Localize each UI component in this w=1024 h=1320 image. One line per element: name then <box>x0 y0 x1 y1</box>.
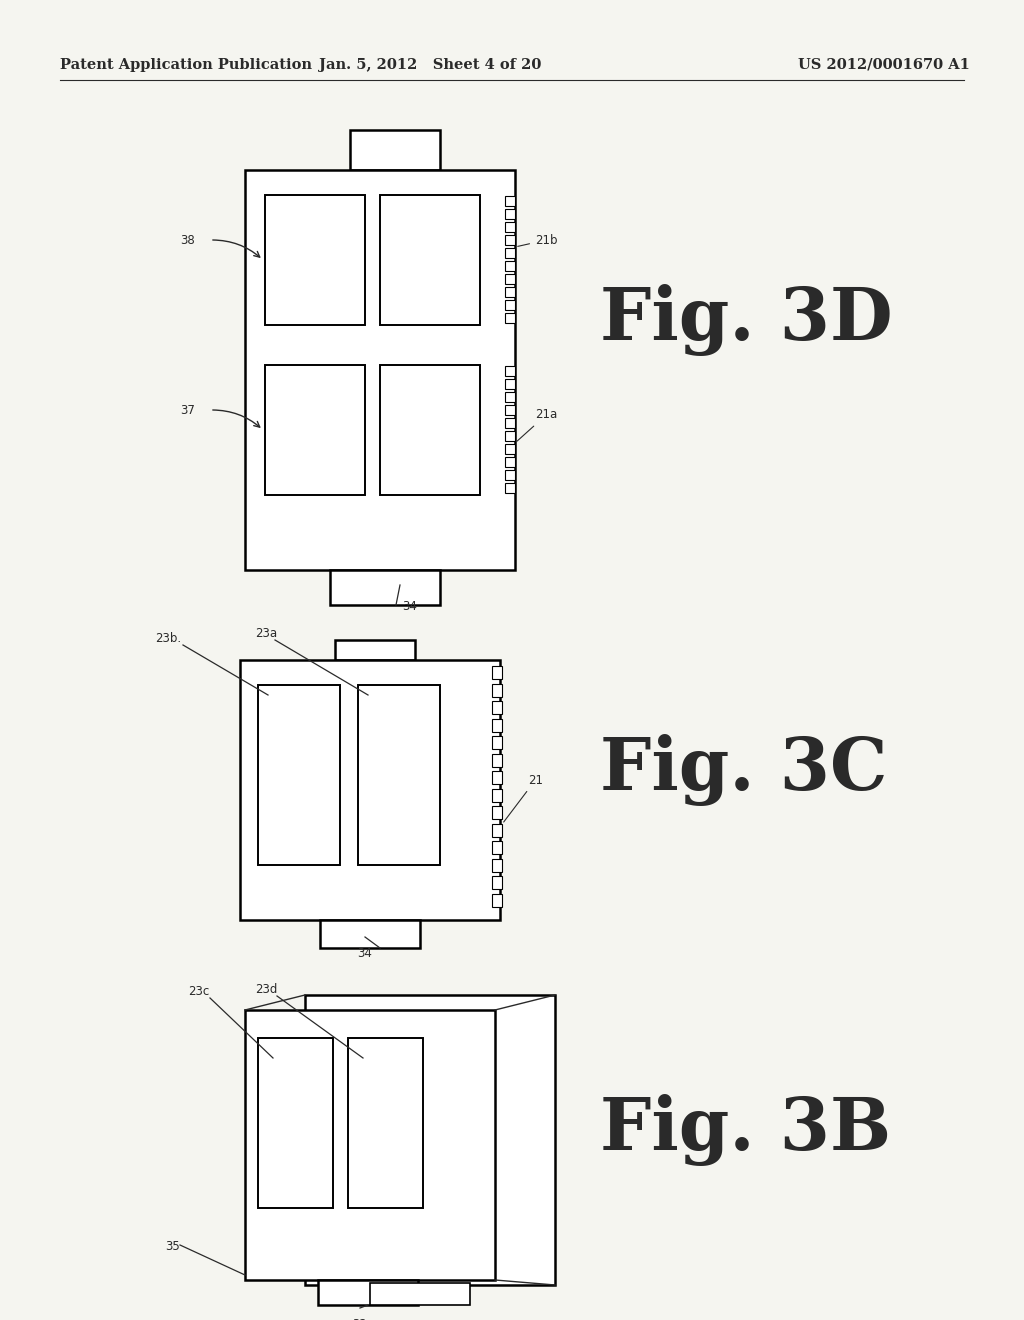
Bar <box>505 405 515 414</box>
Text: 23c: 23c <box>188 985 209 998</box>
Text: 21b: 21b <box>518 234 557 247</box>
Bar <box>505 470 515 479</box>
Bar <box>492 701 502 714</box>
Bar <box>492 718 502 731</box>
Bar <box>505 483 515 492</box>
Bar <box>505 261 515 271</box>
Bar <box>492 824 502 837</box>
Bar <box>305 995 555 1284</box>
Text: Fig. 3B: Fig. 3B <box>600 1094 891 1166</box>
Text: 23b.: 23b. <box>155 632 181 645</box>
Bar <box>258 1038 333 1208</box>
Bar <box>505 418 515 428</box>
Bar <box>505 222 515 232</box>
Bar <box>505 286 515 297</box>
Bar <box>505 235 515 244</box>
Bar <box>492 841 502 854</box>
Bar <box>492 737 502 750</box>
Bar <box>319 920 420 948</box>
Bar <box>492 876 502 890</box>
Text: 37: 37 <box>180 404 195 417</box>
Bar <box>492 894 502 907</box>
Text: 34: 34 <box>402 601 418 612</box>
Text: 23d: 23d <box>255 983 278 997</box>
Bar <box>492 771 502 784</box>
Text: Fig. 3C: Fig. 3C <box>600 734 888 807</box>
Bar <box>492 807 502 820</box>
Bar <box>505 248 515 257</box>
Text: 34: 34 <box>357 946 373 960</box>
Text: Patent Application Publication: Patent Application Publication <box>60 58 312 73</box>
Bar <box>330 570 440 605</box>
Bar <box>505 432 515 441</box>
Text: 23a: 23a <box>255 627 278 640</box>
Bar <box>505 366 515 376</box>
Bar <box>505 209 515 219</box>
Bar <box>245 1010 495 1280</box>
Text: Fig. 3D: Fig. 3D <box>600 284 893 356</box>
Bar <box>335 640 415 660</box>
Bar <box>492 684 502 697</box>
Text: 21a: 21a <box>517 408 557 441</box>
Bar <box>240 660 500 920</box>
Text: Jan. 5, 2012   Sheet 4 of 20: Jan. 5, 2012 Sheet 4 of 20 <box>318 58 542 73</box>
Bar <box>380 195 480 325</box>
Bar <box>370 1283 470 1305</box>
Text: US 2012/0001670 A1: US 2012/0001670 A1 <box>798 58 970 73</box>
Bar <box>505 195 515 206</box>
Text: 35: 35 <box>165 1239 180 1253</box>
Bar <box>505 275 515 284</box>
Bar <box>492 858 502 871</box>
Bar <box>258 685 340 865</box>
Bar <box>350 129 440 170</box>
Bar <box>505 457 515 467</box>
Bar <box>318 1280 418 1305</box>
Bar <box>245 170 515 570</box>
Bar <box>265 366 365 495</box>
Bar <box>505 379 515 389</box>
Bar <box>505 444 515 454</box>
Bar <box>492 754 502 767</box>
Bar <box>505 392 515 401</box>
Bar <box>265 195 365 325</box>
Text: 32: 32 <box>352 1317 368 1320</box>
Bar <box>505 313 515 323</box>
Bar <box>492 667 502 678</box>
Bar <box>380 366 480 495</box>
Bar <box>358 685 440 865</box>
Text: 21: 21 <box>504 774 543 822</box>
Bar <box>505 300 515 310</box>
Bar <box>492 788 502 801</box>
Text: 38: 38 <box>180 234 195 247</box>
Bar <box>348 1038 423 1208</box>
